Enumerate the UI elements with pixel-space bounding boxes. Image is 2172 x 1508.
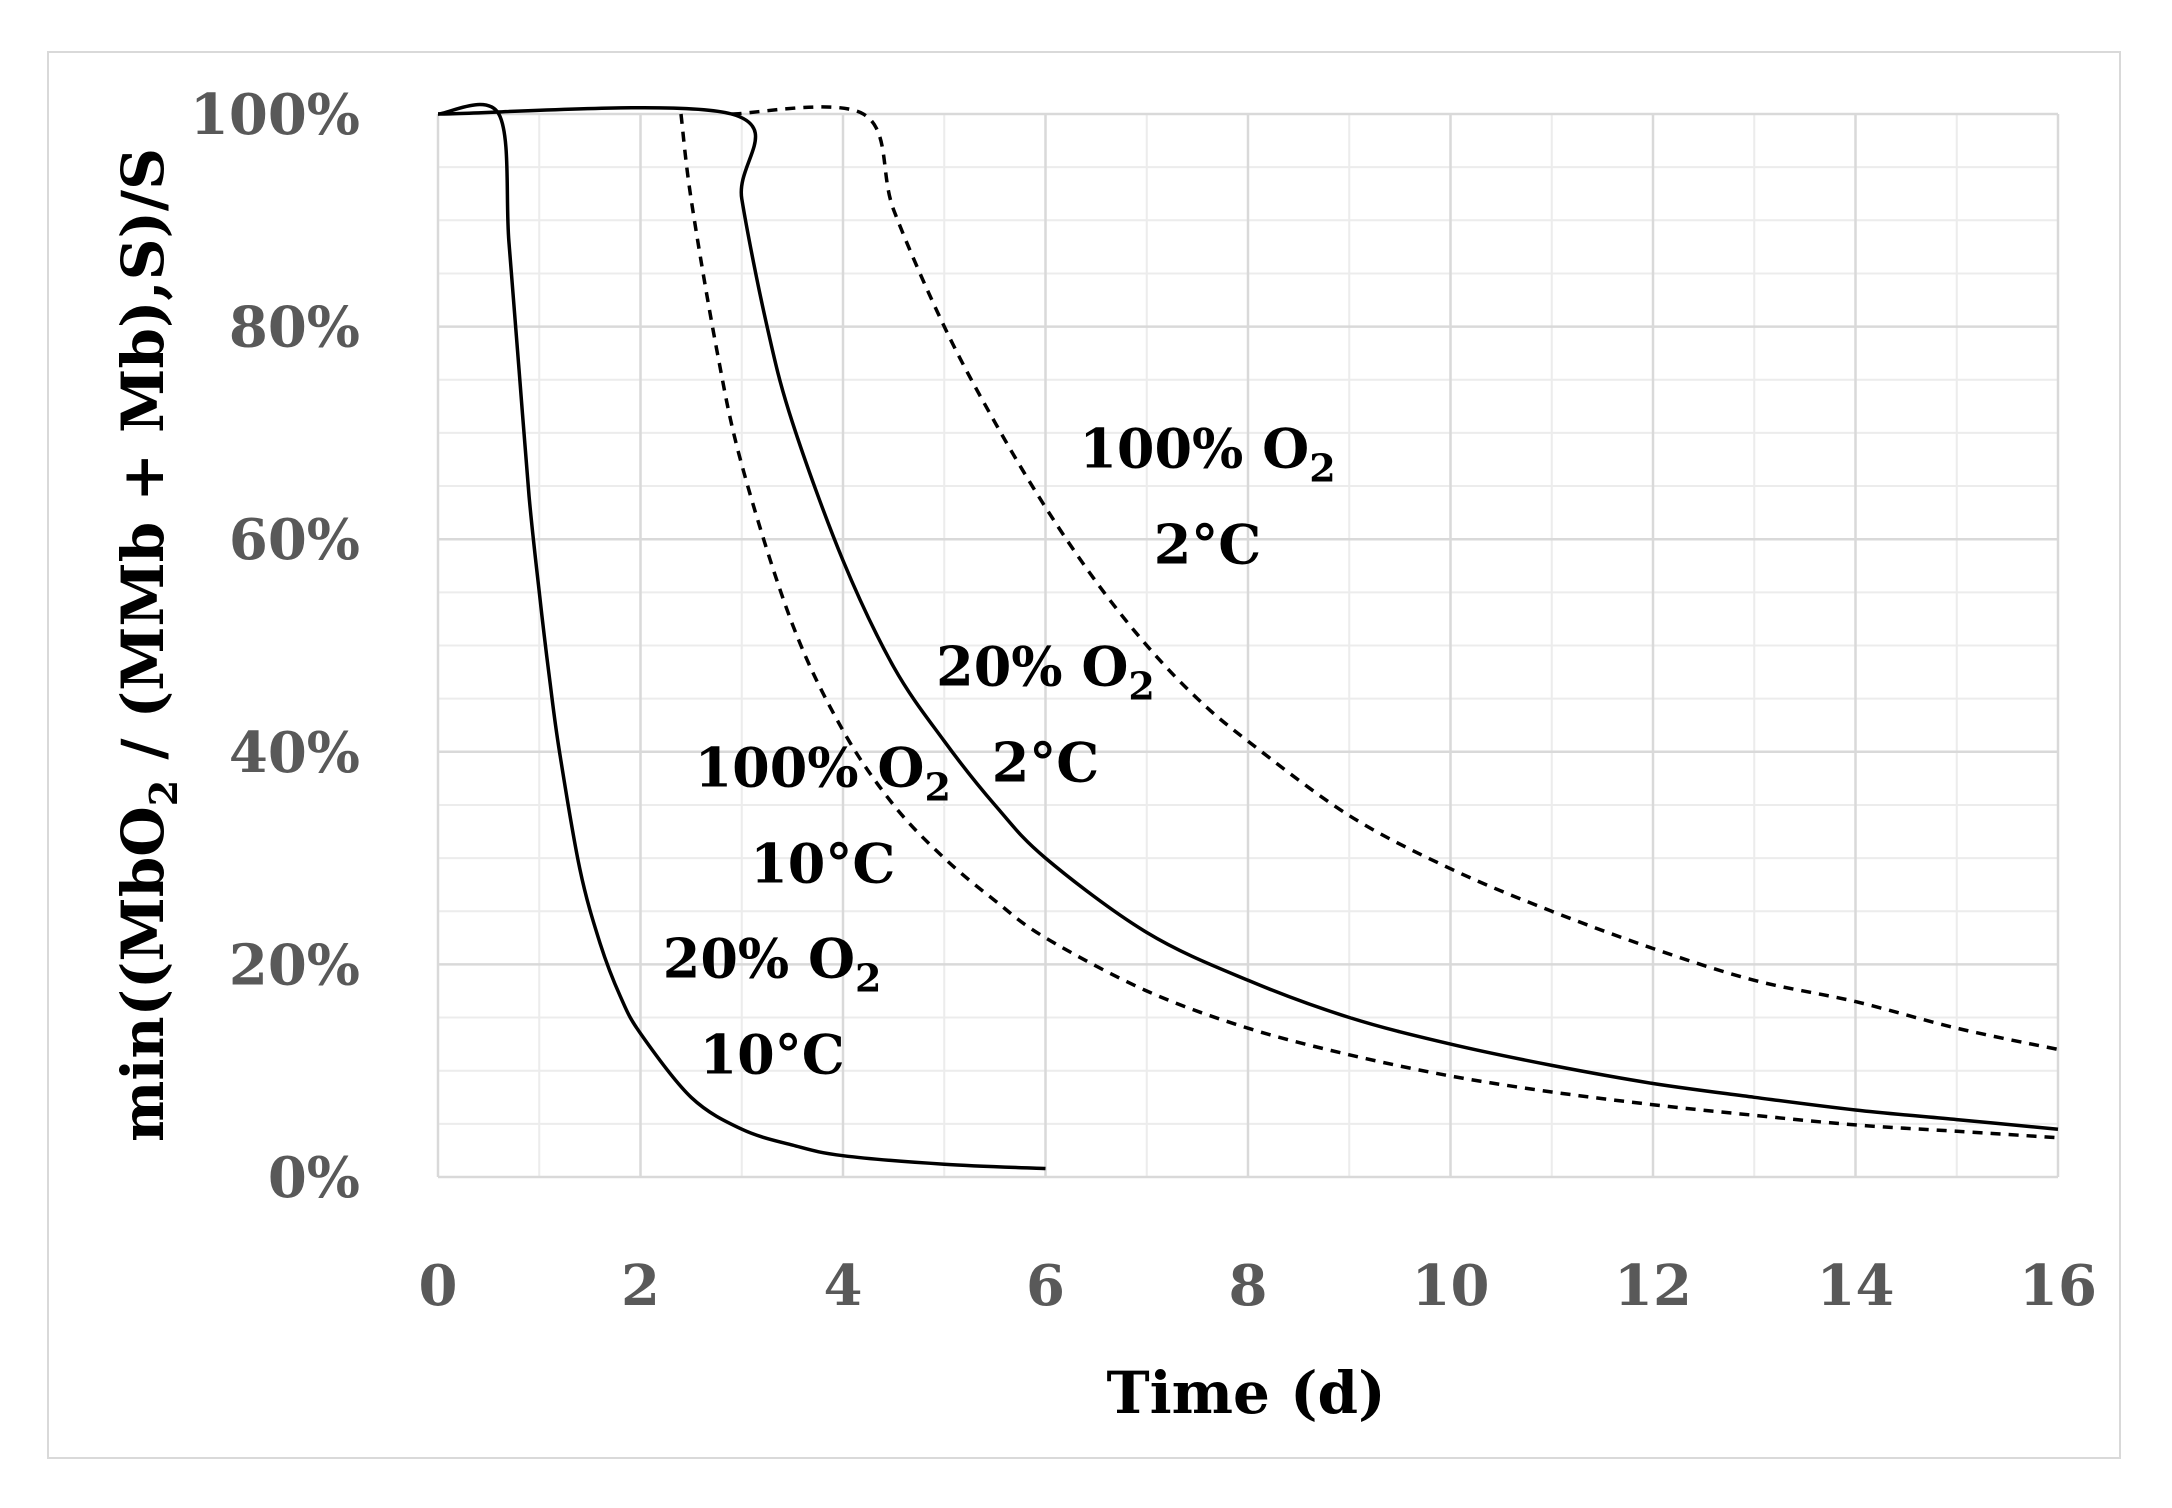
y-tick-label: 80% [229,295,360,361]
annotation-line-2: 10°C [700,1023,845,1087]
chart-frame [47,51,2121,1459]
y-axis-title: min((MbO2 / (MMb + Mb),S)/S [109,148,186,1142]
x-tick-label: 0 [419,1253,458,1319]
annotation-line-2: 2°C [992,730,1100,794]
y-axis-tick-labels: 0% 20% 40% 60% 80% 100% [190,82,360,1211]
annotation-subscript: 2 [924,764,950,809]
series-line-2 [679,113,2059,1140]
x-tick-label: 8 [1229,1253,1268,1319]
series-line-3 [437,105,2059,1131]
x-axis-title: Time (d) [1106,1359,1385,1427]
y-axis-title-prefix: min((MbO [109,806,177,1142]
annotation-subscript: 2 [1309,445,1335,490]
annotation-main-text: 100% O [1079,416,1309,480]
y-tick-label: 20% [229,932,360,998]
series-lines [437,102,2059,1171]
y-tick-label: 0% [268,1145,360,1211]
x-tick-label: 10 [1412,1253,1490,1319]
annotation: 20% O2 2°C [936,634,1155,794]
x-tick-label: 12 [1614,1253,1692,1319]
x-axis-tick-labels: 0 2 4 6 8 10 12 14 16 [419,1253,2097,1319]
y-tick-label: 60% [229,507,360,573]
annotation-line-1: 20% O2 [936,634,1155,708]
y-axis-title-subscript: 2 [141,780,186,806]
series-line-1 [437,102,1046,1171]
annotation-main-text: 20% O [663,927,855,991]
y-axis-title-suffix: / (MMb + Mb),S)/S [109,148,177,780]
annotation-line-2: 10°C [750,831,895,895]
annotation-main-text: 100% O [695,735,925,799]
x-tick-label: 6 [1026,1253,1065,1319]
x-tick-label: 2 [621,1253,660,1319]
y-tick-label: 100% [190,82,360,148]
y-tick-label: 40% [229,720,360,786]
annotation-subscript: 2 [1128,663,1154,708]
major-gridlines [436,112,2060,1179]
annotation-line-1: 100% O2 [695,735,951,809]
annotation: 100% O2 2°C [1079,416,1335,576]
x-tick-label: 4 [824,1253,863,1319]
annotation-subscript: 2 [855,956,881,1001]
annotation: 100% O2 10°C [695,735,951,895]
annotation-line-1: 20% O2 [663,927,882,1001]
x-tick-label: 16 [2019,1253,2097,1319]
annotation-line-1: 100% O2 [1079,416,1335,490]
series-line-4 [731,105,2059,1052]
x-tick-label: 14 [1817,1253,1895,1319]
annotation-line-2: 2°C [1154,512,1262,576]
annotation-main-text: 20% O [936,634,1128,698]
